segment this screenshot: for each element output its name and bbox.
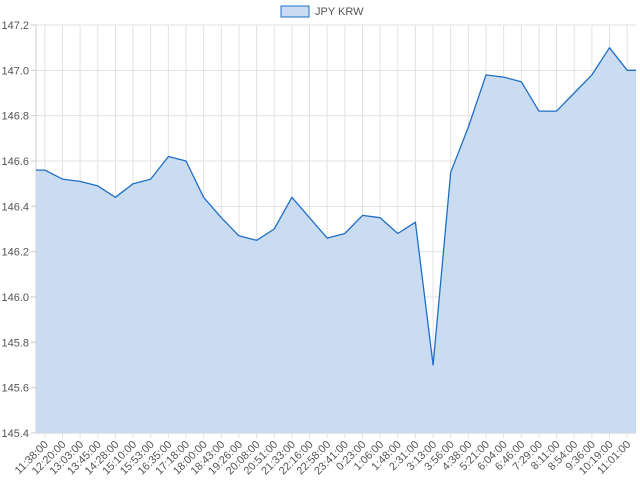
data-point: [150, 178, 152, 180]
data-point: [414, 221, 416, 223]
data-point: [273, 228, 275, 230]
x-axis: 11:38:0012:20:0013:03:0013:45:0014:28:00…: [13, 439, 634, 478]
data-point: [555, 110, 557, 112]
data-point: [185, 160, 187, 162]
y-tick-label: 146.0: [1, 292, 29, 304]
y-tick-label: 146.8: [1, 111, 29, 123]
y-tick-label: 145.6: [1, 383, 29, 395]
data-point: [114, 196, 116, 198]
data-point: [626, 69, 628, 71]
data-point: [220, 216, 222, 218]
y-tick-label: 147.2: [1, 20, 29, 32]
y-tick-label: 146.6: [1, 156, 29, 168]
data-point: [202, 196, 204, 198]
data-point: [485, 74, 487, 76]
data-point: [132, 182, 134, 184]
data-point: [344, 232, 346, 234]
data-point: [591, 74, 593, 76]
data-point: [291, 196, 293, 198]
data-point: [255, 239, 257, 241]
data-point: [502, 76, 504, 78]
data-point: [432, 364, 434, 366]
data-point: [397, 232, 399, 234]
legend[interactable]: JPY KRW: [280, 5, 364, 18]
data-point: [361, 214, 363, 216]
data-point: [61, 178, 63, 180]
y-tick-label: 146.2: [1, 247, 29, 259]
data-point: [308, 216, 310, 218]
data-point: [97, 185, 99, 187]
y-tick-label: 146.4: [1, 201, 29, 213]
data-point: [167, 155, 169, 157]
legend-label: JPY KRW: [315, 6, 364, 18]
y-axis: 145.4 145.6 145.8 146.0 146.2 146.4 146.6 146.8…: [1, 20, 29, 440]
data-point: [467, 126, 469, 128]
data-point: [450, 171, 452, 173]
data-point: [379, 216, 381, 218]
data-point: [608, 46, 610, 48]
data-point: [238, 235, 240, 237]
series-line: [36, 47, 636, 366]
legend-swatch: [280, 5, 310, 18]
y-tick-label: 145.4: [1, 428, 29, 440]
series-area: [36, 47, 636, 433]
data-point: [79, 180, 81, 182]
data-point: [538, 110, 540, 112]
data-point: [326, 237, 328, 239]
data-point: [573, 92, 575, 94]
plot-area: [36, 46, 636, 433]
data-point: [44, 169, 46, 171]
data-point: [520, 80, 522, 82]
y-tick-label: 147.0: [1, 65, 29, 77]
y-tick-label: 145.8: [1, 337, 29, 349]
